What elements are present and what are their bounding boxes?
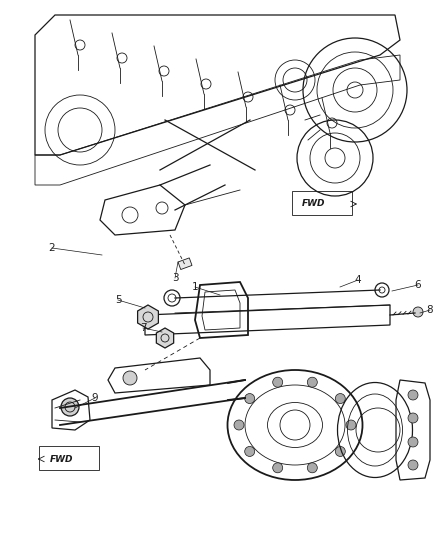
Circle shape (307, 463, 317, 473)
Circle shape (61, 398, 79, 416)
Bar (178, 258, 192, 270)
Circle shape (273, 377, 283, 387)
Circle shape (413, 307, 423, 317)
Circle shape (245, 447, 254, 456)
Text: 6: 6 (415, 280, 421, 290)
Circle shape (408, 460, 418, 470)
Text: 2: 2 (49, 243, 55, 253)
Circle shape (234, 420, 244, 430)
Text: FWD: FWD (50, 455, 74, 464)
Circle shape (336, 393, 345, 403)
Circle shape (336, 447, 345, 456)
Circle shape (346, 420, 356, 430)
Text: 4: 4 (355, 275, 361, 285)
Text: 3: 3 (172, 273, 178, 283)
Text: 7: 7 (140, 323, 146, 333)
Text: 8: 8 (427, 305, 433, 315)
Circle shape (123, 371, 137, 385)
Circle shape (273, 463, 283, 473)
Circle shape (408, 413, 418, 423)
Text: 1: 1 (192, 282, 198, 292)
Circle shape (408, 390, 418, 400)
Text: FWD: FWD (302, 199, 325, 208)
Text: 9: 9 (92, 393, 98, 403)
Circle shape (245, 393, 254, 403)
Circle shape (307, 377, 317, 387)
Text: 5: 5 (115, 295, 121, 305)
Circle shape (408, 437, 418, 447)
